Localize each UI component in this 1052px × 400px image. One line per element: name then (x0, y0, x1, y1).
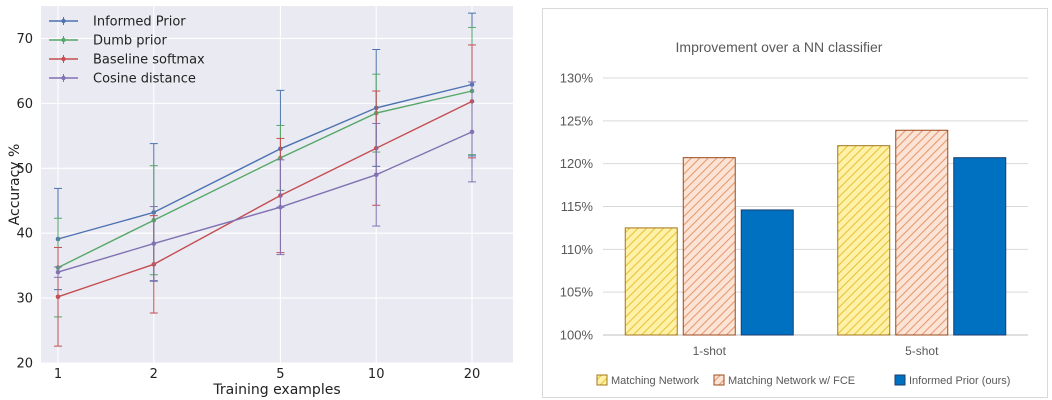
bar-informed-prior-ours-1-shot (740, 209, 794, 336)
y-tick-label: 20 (16, 357, 33, 372)
legend-swatch-marker (61, 75, 66, 81)
data-point (151, 241, 157, 246)
y-tick-label: 50 (16, 162, 33, 177)
legend-item-baseline-softmax: Baseline softmax (49, 53, 205, 68)
line-chart-accuracy: 20 30 40 50 60 70 1 2 5 10 20 Training examples A… (7, 6, 513, 398)
series-lines (54, 12, 476, 347)
y-tick-labels: 100% 105% 110% 115% 120% 125% 130% (560, 71, 594, 343)
legend-swatch-marker (61, 56, 66, 62)
x-tick-labels: 1-shot 5-shot (693, 344, 940, 358)
y-tick-label: 70 (16, 32, 33, 47)
legend: Informed Prior Dumb prior Baseline softmax… (49, 15, 205, 87)
legend-label: Cosine distance (93, 72, 196, 87)
bar-matching-network-5-shot (837, 145, 891, 336)
legend-item-cosine-distance: Cosine distance (49, 72, 196, 87)
legend-label: Dumb prior (93, 34, 167, 49)
bar-informed-prior-ours-5-shot (953, 157, 1007, 336)
data-point (55, 269, 61, 275)
y-tick-label: 60 (16, 97, 33, 112)
legend-item-dumb-prior: Dumb prior (49, 34, 167, 49)
legend-item-informed-prior-ours: Informed Prior (ours) (894, 374, 1010, 387)
data-point (278, 204, 283, 210)
legend-item-matching-network: Matching Network (596, 374, 700, 387)
y-tick-label: 100% (560, 328, 594, 343)
y-tick-label: 40 (16, 227, 33, 242)
legend-label: Informed Prior (ours) (909, 375, 1010, 387)
x-tick-label: 5 (276, 367, 284, 382)
chart-title: Improvement over a NN classifier (676, 39, 883, 55)
legend: Matching Network Matching Network w/ FCE I… (596, 374, 1010, 387)
legend-label: Informed Prior (93, 15, 186, 30)
y-tick-label: 130% (560, 71, 594, 86)
y-tick-labels: 20 30 40 50 60 70 (16, 32, 33, 372)
data-point (55, 294, 61, 300)
data-point (373, 172, 379, 178)
legend-swatch (596, 374, 608, 386)
x-tick-label: 2 (150, 367, 158, 382)
y-tick-label: 115% (561, 199, 594, 214)
y-axis-label: Accuracy % (7, 144, 23, 226)
y-tick-label: 120% (560, 156, 594, 171)
legend-swatch (713, 374, 725, 386)
x-tick-label: 10 (368, 367, 385, 382)
legend-swatch-marker (61, 18, 66, 24)
x-tick-label: 20 (464, 367, 481, 382)
bar-matching-network-w-fce-5-shot (895, 129, 949, 336)
legend-label: Matching Network (611, 375, 700, 387)
legend-label: Matching Network w/ FCE (728, 375, 855, 387)
bar-chart-improvement: Improvement over a NN classifier 100% 105… (542, 8, 1048, 398)
bar-matching-network-w-fce-1-shot (682, 157, 736, 336)
x-tick-label: 1 (54, 367, 62, 382)
data-point (469, 129, 475, 135)
legend-swatch (894, 374, 906, 386)
legend-label: Baseline softmax (93, 53, 205, 68)
x-axis-label: Training examples (212, 382, 340, 398)
bars (624, 129, 1007, 336)
y-tick-label: 30 (16, 292, 33, 307)
x-tick-label: 1-shot (693, 344, 727, 358)
y-tick-label: 110% (561, 242, 594, 257)
legend-item-matching-network-w-fce: Matching Network w/ FCE (713, 374, 855, 387)
plot-area (41, 6, 513, 363)
x-tick-labels: 1 2 5 10 20 (54, 367, 480, 382)
y-tick-label: 125% (560, 113, 594, 128)
legend-item-informed-prior: Informed Prior (49, 15, 186, 30)
bar-matching-network-1-shot (624, 227, 678, 336)
series-cosine-distance (54, 81, 476, 282)
y-tick-label: 105% (560, 285, 594, 300)
legend-swatch-marker (61, 37, 66, 43)
x-tick-label: 5-shot (905, 344, 939, 358)
